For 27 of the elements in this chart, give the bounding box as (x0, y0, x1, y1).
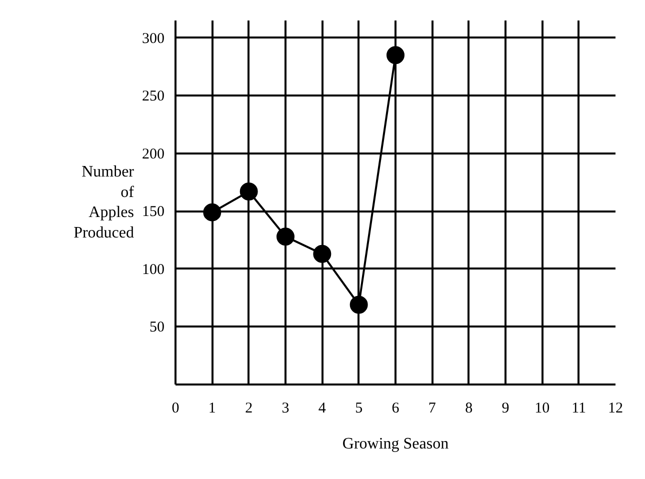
y-tick-label: 250 (142, 88, 164, 105)
point (203, 203, 222, 222)
x-tick-label: 9 (502, 400, 510, 416)
point (386, 46, 404, 64)
point (276, 228, 294, 246)
y-tick-label: 50 (150, 320, 164, 336)
y-tick-label: 300 (142, 30, 164, 47)
x-tick-label: 1 (208, 400, 216, 416)
x-tick-label: 8 (465, 400, 473, 416)
x-tick-label: 5 (355, 400, 363, 416)
x-axis-title: Growing Season (342, 436, 449, 452)
y-tick-label: 200 (142, 146, 164, 162)
point (313, 244, 332, 263)
x-tick-label: 2 (245, 400, 253, 416)
y-axis-title: Number of Apples Produced (74, 163, 135, 242)
x-tick-label: 3 (282, 400, 290, 416)
y-tick-label: 100 (142, 262, 164, 278)
y-tick-label: 150 (142, 204, 164, 220)
x-tick-label: 6 (392, 400, 400, 416)
x-tick-label: 0 (172, 400, 180, 416)
point (240, 182, 258, 201)
x-tick-label: 10 (534, 400, 550, 416)
x-tick-label: 12 (608, 400, 623, 416)
x-tick-label: 7 (428, 400, 436, 416)
point (350, 296, 368, 314)
x-tick-label: 11 (572, 400, 586, 416)
x-tick-label: 4 (318, 400, 326, 416)
